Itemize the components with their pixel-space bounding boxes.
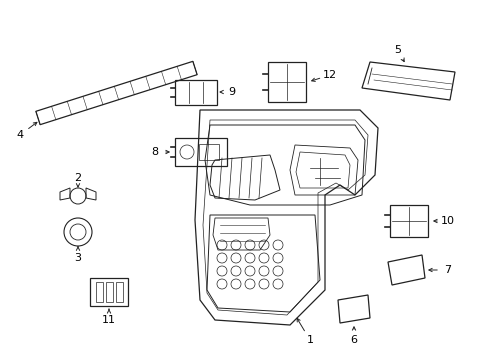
Text: 5: 5	[394, 45, 401, 55]
Text: 10: 10	[440, 216, 454, 226]
Text: 6: 6	[350, 335, 357, 345]
Bar	[116, 282, 123, 302]
Bar	[389, 205, 427, 237]
Text: 3: 3	[74, 253, 81, 263]
Text: 4: 4	[17, 130, 23, 140]
Bar	[90, 278, 128, 306]
Bar	[175, 138, 226, 166]
Text: 7: 7	[444, 265, 450, 275]
Text: 2: 2	[74, 173, 81, 183]
Bar	[96, 282, 103, 302]
Bar	[106, 282, 113, 302]
Bar	[267, 62, 305, 102]
Bar	[175, 80, 217, 105]
Text: 1: 1	[306, 335, 313, 345]
Text: 12: 12	[322, 70, 336, 80]
Text: 8: 8	[151, 147, 158, 157]
Bar	[199, 144, 219, 160]
Text: 9: 9	[228, 87, 235, 97]
Text: 11: 11	[102, 315, 116, 325]
